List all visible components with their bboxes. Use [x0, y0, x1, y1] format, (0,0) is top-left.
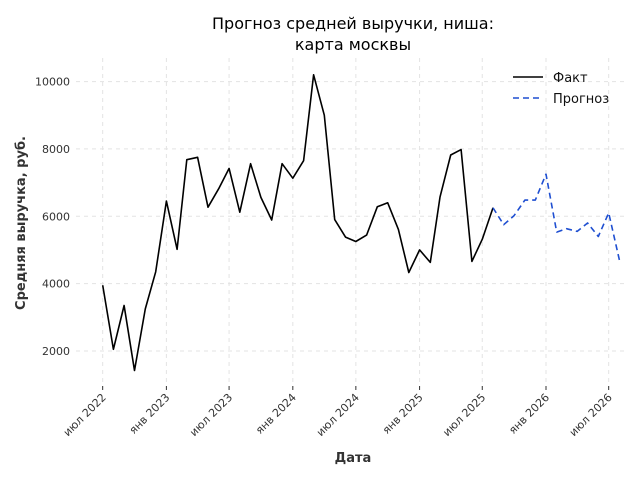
forecast-point [596, 234, 600, 238]
fact-point [302, 159, 306, 163]
fact-point [365, 233, 369, 237]
fact-point [217, 187, 221, 191]
forecast-point [544, 172, 548, 176]
x-tick-label: янв 2024 [253, 391, 299, 437]
fact-point [322, 113, 326, 117]
fact-point [270, 218, 274, 222]
y-tick-label: 2000 [42, 345, 70, 358]
forecast-point [607, 211, 611, 215]
x-tick-label: янв 2025 [380, 391, 426, 437]
fact-point [122, 304, 126, 308]
forecast-point [491, 206, 495, 210]
fact-point [164, 199, 168, 203]
fact-point [418, 248, 422, 252]
chart-title-line-2: карта москвы [295, 35, 411, 54]
fact-point [143, 307, 147, 311]
fact-point [196, 155, 200, 159]
fact-point [407, 271, 411, 275]
fact-point [428, 260, 432, 264]
fact-point [154, 270, 158, 274]
legend-label-fact: Факт [553, 71, 588, 86]
fact-point [206, 205, 210, 209]
x-axis-ticks: июл 2022 янв 2023 июл 2023 янв 2024 июл 2024… [61, 386, 615, 439]
fact-point [111, 347, 115, 351]
fact-point [375, 205, 379, 209]
fact-point [343, 235, 347, 239]
fact-point [185, 158, 189, 162]
fact-point [249, 162, 253, 166]
x-axis-label: Дата [335, 451, 372, 466]
y-tick-label: 8000 [42, 143, 70, 156]
fact-point [280, 162, 284, 166]
fact-point [259, 195, 263, 199]
forecast-point [502, 223, 506, 227]
y-tick-label: 10000 [35, 76, 70, 89]
chart-title-line-1: Прогноз средней выручки, ниша: [212, 14, 494, 33]
fact-point [386, 201, 390, 205]
y-tick-label: 6000 [42, 210, 70, 223]
grid-lines [76, 58, 626, 388]
fact-point [227, 166, 231, 170]
x-tick-label: июл 2026 [567, 391, 615, 439]
fact-point [354, 240, 358, 244]
x-tick-label: янв 2026 [506, 391, 552, 437]
fact-point [133, 368, 137, 372]
forecast-point [523, 198, 527, 202]
y-axis-label: Средняя выручка, руб. [14, 136, 29, 310]
fact-point [333, 218, 337, 222]
forecast-point [512, 214, 516, 218]
forecast-point [533, 198, 537, 202]
x-tick-label: июл 2022 [61, 391, 109, 439]
series-line-forecast [492, 173, 621, 261]
forecast-point [586, 221, 590, 225]
fact-point [238, 210, 242, 214]
x-tick-label: янв 2023 [127, 391, 173, 437]
fact-point [312, 73, 316, 77]
y-tick-label: 4000 [42, 278, 70, 291]
legend-label-forecast: Прогноз [553, 92, 609, 107]
fact-point [175, 247, 179, 251]
fact-point [459, 148, 463, 152]
fact-point [449, 153, 453, 157]
fact-point [470, 259, 474, 263]
fact-point [438, 195, 442, 199]
series-lines [101, 73, 621, 372]
series-line-fact [101, 74, 494, 372]
x-tick-label: июл 2023 [187, 391, 235, 439]
y-axis-ticks: 2000 4000 6000 8000 10000 [35, 76, 70, 358]
fact-point [291, 176, 295, 180]
forecast-point [564, 227, 568, 231]
fact-point [101, 283, 105, 287]
x-tick-label: июл 2025 [440, 391, 488, 439]
legend: Факт Прогноз [513, 71, 609, 107]
fact-point [396, 227, 400, 231]
fact-point [480, 237, 484, 241]
forecast-point [575, 229, 579, 233]
x-tick-label: июл 2024 [314, 391, 362, 439]
forecast-point [555, 230, 559, 234]
forecast-point [617, 258, 621, 262]
